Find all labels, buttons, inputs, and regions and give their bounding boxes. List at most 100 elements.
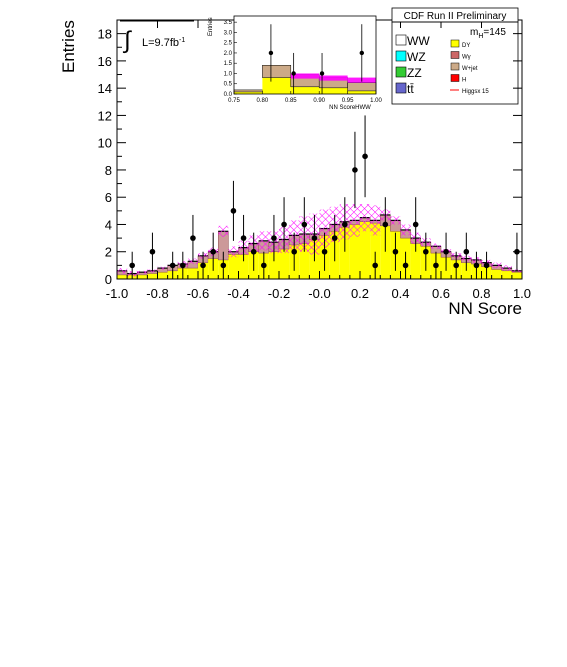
inset-y-tick-label: 0.0	[224, 92, 233, 98]
y-tick-label: 12	[98, 108, 112, 123]
legend-label: H	[462, 78, 466, 84]
data-point	[473, 262, 480, 269]
data-point	[362, 153, 368, 160]
data-point	[291, 248, 297, 255]
data-point	[453, 262, 459, 269]
data-point	[240, 235, 247, 241]
uncertainty-hatch	[218, 225, 229, 237]
data-point	[372, 262, 378, 269]
uncertainty-hatch	[370, 205, 381, 236]
legend-label: DY	[462, 43, 470, 49]
dy-bar	[491, 269, 502, 279]
dy-bar	[238, 254, 249, 279]
data-point	[190, 235, 196, 241]
x-tick-label: -1.0	[106, 286, 128, 301]
x-tick-label: 0.6	[432, 286, 450, 301]
x-tick-label: 1.0	[513, 286, 531, 301]
data-point	[180, 262, 186, 269]
dy-bar	[360, 221, 371, 279]
dy-bar	[380, 225, 391, 279]
x-tick-label: 0.4	[391, 286, 409, 301]
inset-x-tick-label: 0.80	[257, 98, 269, 104]
legend-label: Higgsx 15	[462, 89, 489, 95]
lumi-text: L=9.7fb-1	[142, 37, 185, 49]
y-tick-label: 0	[105, 272, 112, 287]
inset-background-bar	[347, 82, 377, 92]
data-point	[210, 248, 216, 255]
dy-bar	[117, 274, 128, 279]
uncertainty-hatch	[319, 209, 330, 248]
inset-dy-bar	[347, 90, 376, 94]
uncertainty-hatch	[137, 270, 148, 274]
data-point	[352, 167, 358, 173]
y-tick-label: 4	[105, 217, 112, 232]
inset-y-tick-label: 3.5	[224, 20, 233, 26]
lumi-exponent: -1	[179, 37, 185, 44]
inset-dy-bar	[319, 87, 348, 94]
inset-y-tick-label: 1.5	[224, 61, 233, 67]
x-tick-label: -0.0	[308, 286, 330, 301]
data-point	[331, 235, 338, 241]
data-point	[382, 221, 389, 228]
legend-swatch	[395, 66, 407, 78]
inset-x-tick-label: 0.75	[228, 98, 240, 104]
inset-y-tick-label: 2.0	[224, 51, 233, 57]
uncertainty-hatch	[117, 268, 128, 274]
inset-dy-bar	[234, 91, 263, 94]
lumi-integral-symbol: ∫	[122, 27, 132, 54]
dy-bar	[279, 249, 290, 279]
uncertainty-hatch	[400, 224, 411, 236]
legend-swatch	[395, 34, 407, 46]
x-tick-label: 0.8	[472, 286, 490, 301]
legend-swatch	[450, 62, 460, 71]
data-point	[129, 262, 135, 269]
data-point	[463, 248, 470, 255]
uncertainty-hatch	[228, 246, 239, 258]
dy-bar	[228, 254, 239, 279]
data-point	[250, 248, 257, 255]
data-point	[342, 221, 348, 228]
inset-data-point	[319, 71, 325, 76]
inset-signal-fill	[319, 75, 348, 81]
dy-bar	[157, 272, 168, 279]
inset-signal-fill	[290, 73, 320, 79]
x-tick-label: 0.2	[351, 286, 369, 301]
data-point	[271, 235, 277, 241]
inset-y-tick-label: 0.5	[224, 82, 233, 88]
inset-y-tick-label: 2.5	[224, 41, 233, 47]
uncertainty-hatch	[258, 231, 269, 251]
inset-data-point	[359, 50, 364, 56]
inset-x-tick-label: 0.90	[313, 98, 325, 104]
inset-background-bar	[262, 65, 292, 78]
inset-plot: 0.75 0.80 0.85 0.90 0.95 1.00 0.0 0.5 1.0 1.5 2.0 2…	[208, 15, 382, 111]
dy-bar	[501, 270, 512, 279]
x-tick-label: -0.8	[146, 286, 168, 301]
legend-label: W+jet	[462, 66, 478, 72]
inset-x-tick-label: 0.95	[342, 98, 354, 104]
data-point	[311, 235, 318, 241]
y-tick-label: 6	[105, 190, 112, 205]
y-tick-label: 14	[98, 81, 112, 96]
data-point	[281, 221, 287, 228]
data-point	[483, 262, 490, 269]
data-point	[220, 262, 227, 269]
uncertainty-hatch	[349, 204, 360, 237]
data-point	[200, 262, 206, 269]
inset-dy-bar	[262, 77, 291, 94]
uncertainty-hatch	[491, 262, 502, 269]
data-point	[321, 248, 328, 255]
inset-x-tick-label: 0.85	[285, 98, 297, 104]
dy-bar	[339, 227, 350, 279]
dy-bar	[410, 243, 421, 279]
dy-bar	[299, 243, 310, 279]
data-point	[423, 248, 429, 255]
dy-bar	[349, 224, 360, 279]
data-point	[301, 221, 308, 228]
uncertainty-hatch	[501, 265, 512, 271]
uncertainty-hatch	[430, 243, 441, 250]
uncertainty-hatch	[360, 204, 371, 232]
dy-bar	[370, 223, 381, 279]
y-tick-label: 8	[105, 163, 112, 178]
data-point	[149, 248, 156, 255]
